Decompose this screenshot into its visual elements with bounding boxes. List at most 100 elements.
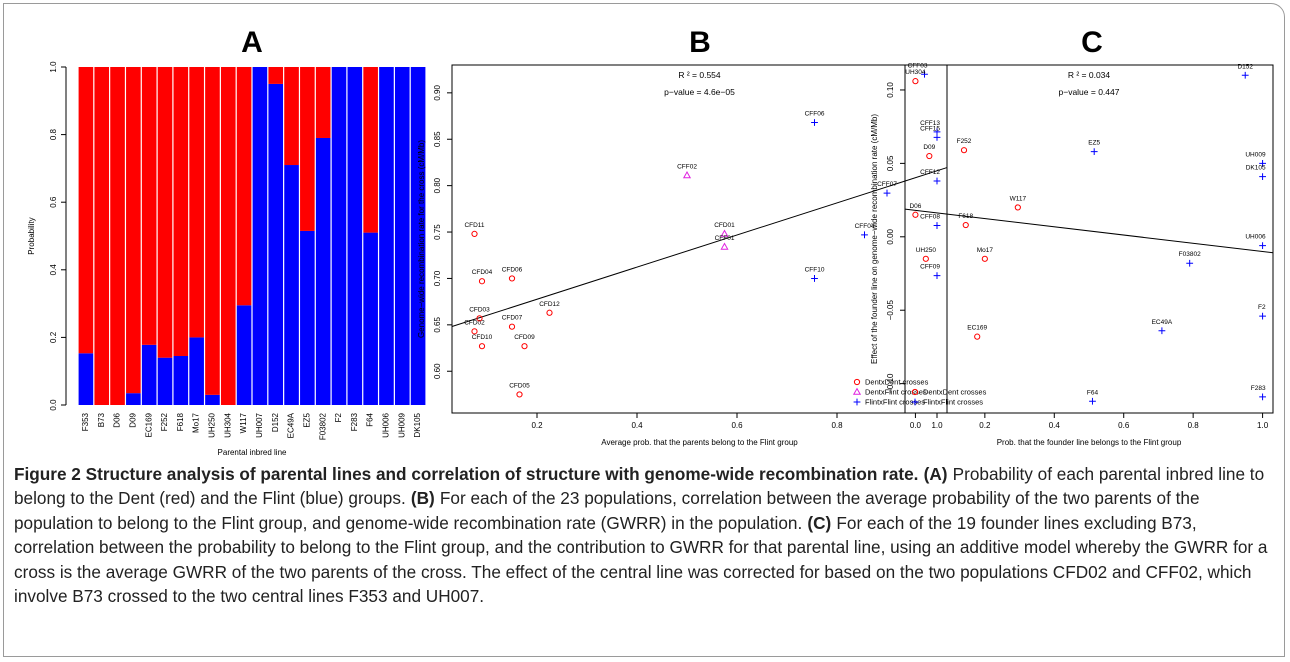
point-label: CFF10	[805, 266, 825, 273]
x-tick-label: 0.0	[910, 421, 922, 430]
point-label: CFF12	[920, 169, 940, 176]
bar-segment	[205, 394, 220, 405]
x-tick-label: F618	[176, 412, 185, 431]
legend-label: FlintxFlint crosses	[923, 397, 983, 406]
point-label: CFD05	[509, 382, 530, 389]
x-tick-label: 0.8	[831, 421, 843, 430]
bar-segment	[126, 67, 141, 394]
annotation: p−value = 4.6e−05	[664, 87, 735, 97]
point	[476, 315, 483, 322]
x-tick-label: UH250	[208, 412, 217, 437]
x-tick-label: 0.8	[1188, 421, 1200, 430]
bar-segment	[284, 165, 299, 405]
point-label: CFD10	[472, 334, 493, 341]
point	[1259, 242, 1266, 250]
point	[1158, 327, 1166, 335]
y-tick-label: 0.70	[433, 270, 442, 286]
bar-segment	[236, 305, 252, 405]
legend-marker	[911, 398, 919, 406]
point	[1259, 393, 1266, 401]
point	[974, 333, 981, 340]
x-tick-label: UH009	[397, 412, 406, 437]
x-tick-label: W117	[239, 412, 248, 433]
bar-segment	[331, 67, 347, 405]
point	[921, 70, 928, 78]
bar-segment	[252, 67, 268, 405]
x-tick-label: D06	[113, 412, 122, 427]
fit-line	[904, 208, 1274, 254]
point-label: UH006	[1245, 234, 1266, 241]
point-label: CFD01	[714, 222, 735, 229]
point-label: CFF07	[877, 181, 897, 188]
point-label: F2	[1258, 304, 1266, 311]
y-tick-label: 0.00	[886, 228, 895, 244]
point	[1014, 204, 1021, 211]
charts: A 0.0 0.2 0.4 0.6 0.8 1.0 F353 B73 D06 D09 EC169 F25…	[27, 26, 1274, 457]
point	[720, 242, 729, 250]
point-label: CFF06	[805, 111, 825, 118]
y-tick-label: 0.10	[886, 82, 895, 98]
point	[933, 222, 941, 229]
legend-marker	[853, 378, 861, 386]
point-label: D06	[909, 203, 921, 210]
legend-marker	[852, 387, 862, 395]
bar-segment	[220, 67, 236, 405]
legend-label: FlintxFlint crosses	[865, 397, 925, 406]
point	[521, 343, 528, 350]
point-label: UH250	[916, 247, 937, 254]
caption: Figure 2 Structure analysis of parental …	[14, 462, 1276, 608]
y-tick-label: 1.0	[49, 61, 58, 73]
point	[1089, 397, 1096, 405]
bar-segment	[189, 67, 204, 338]
y-axis-label: Effect of the founder line on genome−wid…	[870, 114, 879, 364]
point	[811, 119, 818, 126]
point-label: CFD11	[464, 222, 484, 229]
bar-segment	[157, 67, 173, 358]
point	[1259, 173, 1266, 180]
point	[720, 229, 729, 237]
bar-segment	[110, 67, 125, 405]
point-label: F618	[958, 213, 973, 220]
bar-segment	[363, 232, 378, 405]
y-tick-label: 0.65	[433, 317, 442, 333]
point-label: F64	[1087, 389, 1099, 396]
annotation: R ² = 0.034	[1068, 70, 1111, 80]
annotation: p−value = 0.447	[1059, 87, 1120, 97]
point-label: CFF01	[715, 235, 735, 242]
point-label: CFF03	[908, 62, 928, 69]
bar-segment	[300, 230, 315, 405]
y-tick-label: 0.4	[49, 264, 58, 276]
point-label: D152	[1237, 63, 1253, 70]
y-tick-label: 0.0	[49, 399, 58, 411]
x-tick-label: DK105	[413, 412, 422, 437]
x-tick-label: EC169	[144, 412, 153, 437]
caption-part-label: (B)	[410, 488, 435, 509]
bar-segment	[379, 67, 394, 405]
y-tick-label: −0.05	[886, 300, 895, 321]
point-label: EC49A	[1152, 319, 1173, 326]
point-label: CFF09	[920, 264, 940, 271]
point	[478, 343, 486, 350]
y-tick-label: 0.80	[433, 177, 442, 193]
x-tick-label: D152	[271, 412, 280, 432]
point	[1259, 159, 1266, 167]
bar-segment	[173, 67, 189, 356]
point-label: F252	[957, 138, 972, 145]
point	[471, 230, 478, 237]
caption-part-text: Probability of each parental inbred line…	[14, 464, 1265, 509]
x-tick-label: UH304	[223, 412, 232, 437]
point-label: F283	[1251, 385, 1266, 392]
point-label: CFF15	[920, 125, 940, 132]
point-label: CFD12	[539, 301, 560, 308]
point	[933, 133, 941, 141]
point-label: CFD04	[472, 269, 493, 276]
bar-segment	[268, 83, 284, 406]
bar-segment	[126, 393, 141, 405]
point-label: F03802	[1179, 251, 1201, 258]
point-label: Mo17	[977, 247, 994, 254]
point	[516, 391, 523, 398]
bar-segment	[300, 67, 315, 231]
bar-segment	[205, 67, 220, 395]
bar-segment	[141, 344, 157, 405]
